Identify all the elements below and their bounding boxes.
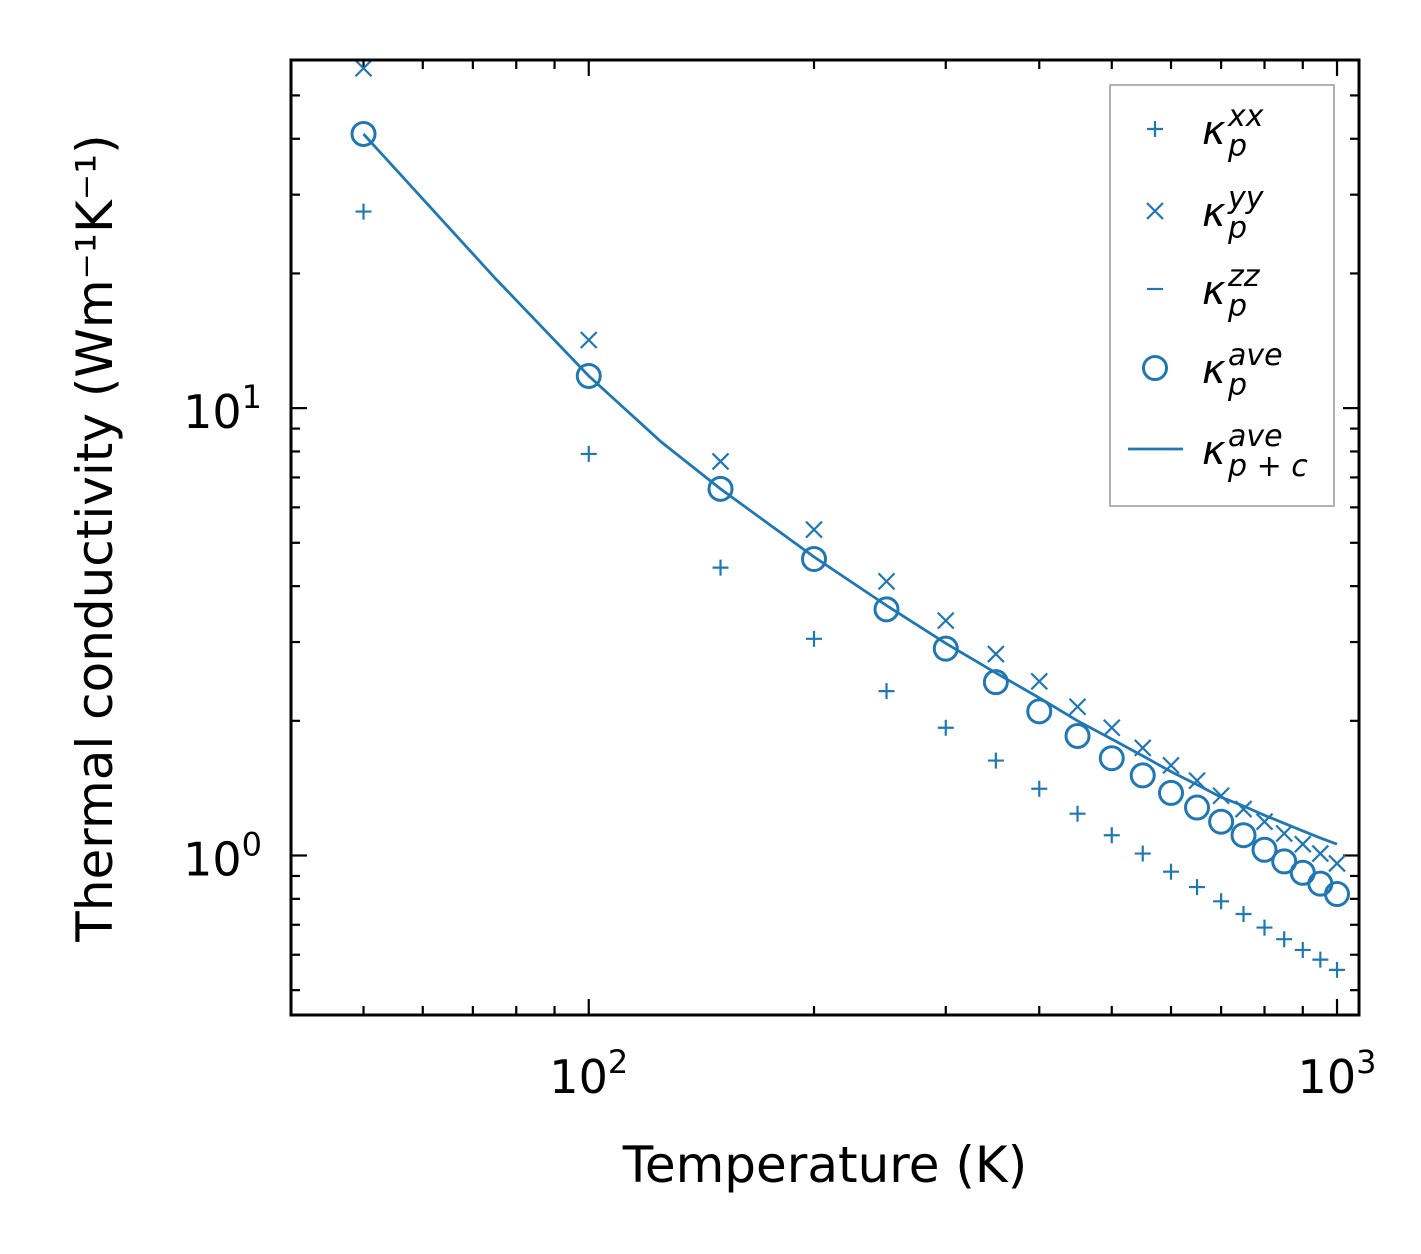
data-point bbox=[1251, 836, 1278, 863]
data-point bbox=[579, 331, 598, 349]
data-point bbox=[1294, 835, 1312, 853]
data-point bbox=[1103, 827, 1120, 844]
legend-marker bbox=[1147, 121, 1163, 137]
data-point bbox=[355, 203, 372, 220]
data-point bbox=[1026, 698, 1053, 725]
data-point bbox=[1158, 779, 1185, 806]
data-point bbox=[1102, 718, 1121, 737]
legend-marker bbox=[1142, 355, 1168, 381]
series-kappa_p^xx bbox=[355, 203, 1346, 978]
data-point bbox=[1256, 919, 1273, 936]
data-point bbox=[575, 362, 602, 389]
series-kappa_p^yy bbox=[354, 59, 1346, 873]
data-point bbox=[873, 596, 900, 623]
data-point bbox=[1213, 893, 1230, 910]
legend-symbol: κ bbox=[1202, 108, 1226, 154]
legend-superscript: ave bbox=[1228, 338, 1283, 373]
data-point bbox=[1271, 848, 1298, 875]
legend-superscript: ave bbox=[1228, 419, 1283, 454]
legend-entry: κ xxp bbox=[1147, 99, 1264, 164]
data-point bbox=[805, 520, 823, 539]
legend-entry: κ yyp bbox=[1146, 181, 1265, 246]
legend-subscript: p bbox=[1227, 368, 1247, 403]
data-point bbox=[1184, 794, 1211, 821]
data-point bbox=[354, 59, 373, 78]
data-point bbox=[1068, 697, 1087, 716]
legend-subscript: p + c bbox=[1227, 449, 1308, 484]
legend-marker bbox=[1146, 202, 1164, 220]
y-tick-label: 101 bbox=[183, 378, 262, 439]
legend-subscript: p bbox=[1227, 289, 1247, 324]
x-tick-label: 102 bbox=[549, 1043, 628, 1104]
data-point bbox=[711, 452, 730, 471]
tick-labels: 102 103 100 101 bbox=[183, 378, 1376, 1104]
legend-symbol: κ bbox=[1202, 268, 1226, 314]
data-point bbox=[1230, 822, 1257, 849]
series-kappa_p+c^ave bbox=[362, 133, 1338, 846]
data-point bbox=[1328, 854, 1346, 873]
data-point bbox=[1276, 931, 1293, 948]
legend-entry: κ zzp bbox=[1147, 259, 1261, 324]
legend-symbol: κ bbox=[1202, 190, 1226, 236]
data-point bbox=[1129, 762, 1156, 789]
series-line bbox=[362, 133, 1338, 846]
data-point bbox=[580, 445, 597, 462]
x-tick-label: 103 bbox=[1298, 1043, 1377, 1104]
data-point bbox=[801, 545, 828, 572]
data-point bbox=[1289, 859, 1316, 886]
data-point bbox=[1324, 881, 1351, 908]
data-point bbox=[1312, 951, 1329, 968]
data-point bbox=[1064, 722, 1091, 749]
legend-superscript: yy bbox=[1227, 181, 1265, 216]
data-point bbox=[1069, 805, 1086, 822]
data-point bbox=[987, 645, 1005, 663]
x-axis-label: Temperature (K) bbox=[622, 1136, 1027, 1194]
data-point bbox=[1163, 863, 1180, 880]
data-point bbox=[1208, 808, 1235, 835]
legend-symbol: κ bbox=[1202, 347, 1226, 393]
legend-box bbox=[1109, 84, 1335, 507]
data-point bbox=[987, 752, 1004, 769]
data-point bbox=[936, 611, 955, 630]
plot-area bbox=[350, 59, 1351, 978]
data-point bbox=[1031, 780, 1048, 797]
data-point bbox=[1098, 745, 1125, 772]
data-point bbox=[1134, 845, 1151, 862]
legend-subscript: p bbox=[1227, 211, 1247, 246]
data-point bbox=[1189, 879, 1206, 896]
data-point bbox=[937, 719, 954, 736]
data-point bbox=[982, 669, 1009, 696]
legend-superscript: xx bbox=[1227, 99, 1264, 134]
data-point bbox=[1307, 870, 1334, 897]
data-point bbox=[877, 572, 896, 591]
y-axis-label: Thermal conductivity (Wm⁻¹K⁻¹) bbox=[66, 134, 124, 942]
data-point bbox=[1294, 941, 1311, 958]
data-point bbox=[1162, 756, 1180, 775]
data-point bbox=[1235, 905, 1252, 922]
y-tick-label: 100 bbox=[183, 825, 262, 886]
data-point bbox=[1311, 844, 1330, 863]
data-point bbox=[1329, 961, 1346, 978]
data-point bbox=[712, 559, 729, 576]
legend-superscript: zz bbox=[1227, 259, 1261, 294]
data-point bbox=[1275, 824, 1293, 843]
data-point bbox=[806, 630, 823, 647]
legend-subscript: p bbox=[1227, 129, 1247, 164]
data-point bbox=[350, 120, 377, 147]
data-point bbox=[1030, 672, 1049, 691]
plot-frame bbox=[289, 58, 1361, 1017]
legend-symbol: κ bbox=[1202, 428, 1226, 474]
data-point bbox=[707, 475, 734, 502]
data-point bbox=[878, 683, 895, 700]
